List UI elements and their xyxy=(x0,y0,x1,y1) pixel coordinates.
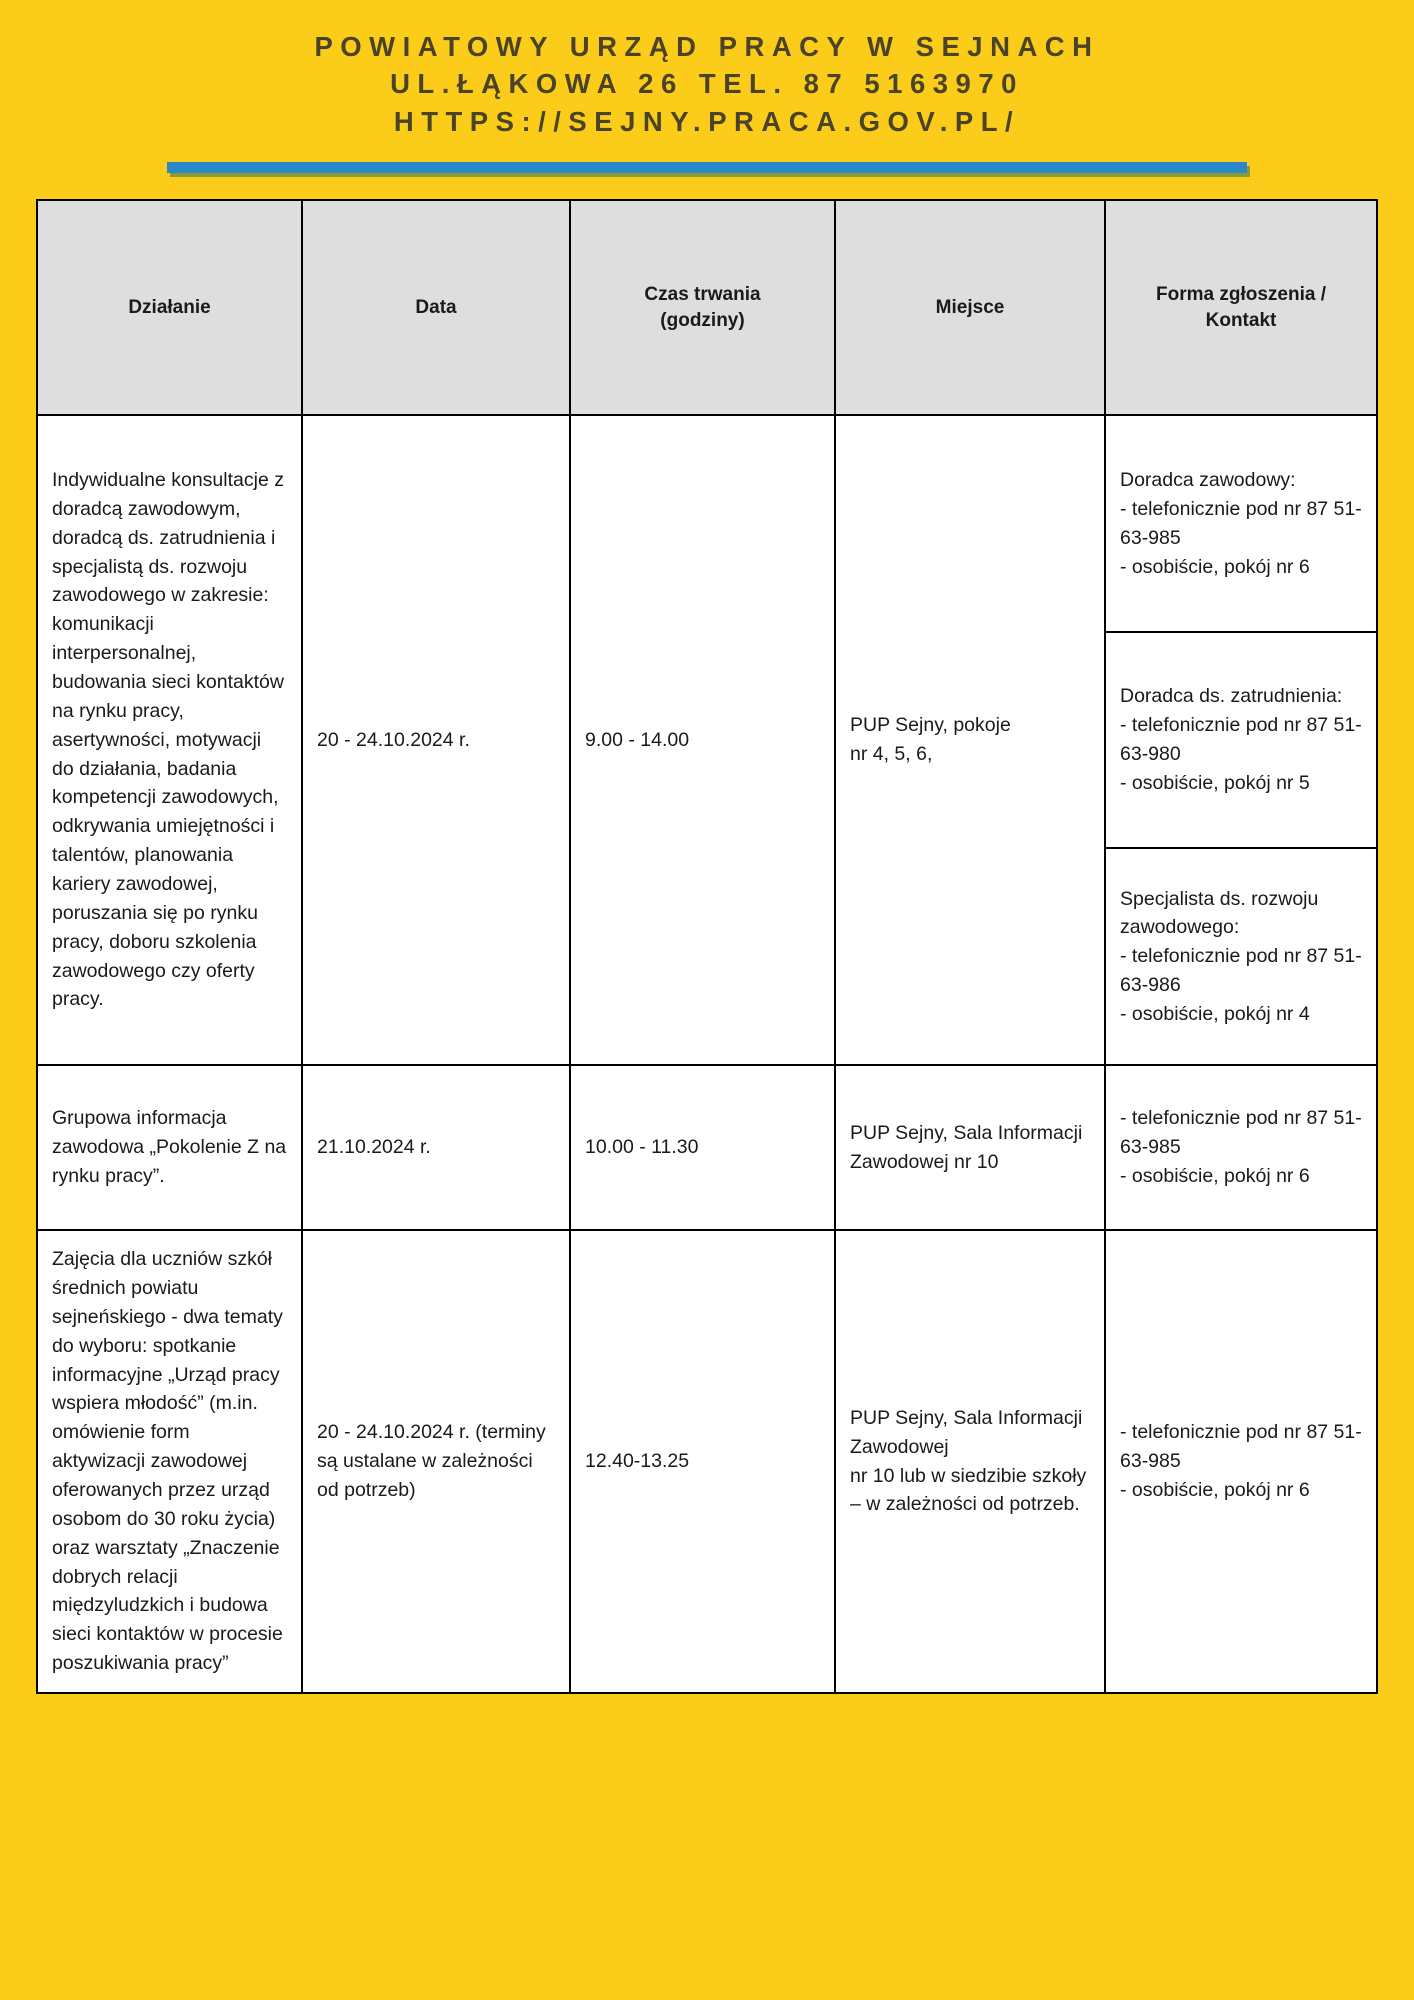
office-address-phone: UL.ŁĄKOWA 26 TEL. 87 5163970 xyxy=(390,68,1024,100)
cell-contact: Doradca zawodowy: - telefonicznie pod nr… xyxy=(1104,414,1378,1067)
cell-place-text: PUP Sejny, pokoje nr 4, 5, 6, xyxy=(850,714,1011,766)
table-row: Indywidualne konsultacje z doradcą zawod… xyxy=(36,414,1378,1067)
column-header-data: Data xyxy=(301,199,571,417)
table-body: Indywidualne konsultacje z doradcą zawod… xyxy=(36,414,1378,1695)
cell-contact: - telefonicznie pod nr 87 51-63-985 - os… xyxy=(1104,1229,1378,1695)
column-header-czas-trwania: Czas trwania (godziny) xyxy=(569,199,836,417)
cell-time-text: 10.00 - 11.30 xyxy=(585,1136,699,1159)
schedule-table: Działanie Data Czas trwania (godziny) Mi… xyxy=(36,199,1378,1695)
cell-action: Zajęcia dla uczniów szkół średnich powia… xyxy=(36,1229,303,1695)
cell-action: Grupowa informacja zawodowa „Pokolenie Z… xyxy=(36,1064,303,1232)
schedule-table-wrap: Działanie Data Czas trwania (godziny) Mi… xyxy=(36,199,1378,1695)
contact-doradca-zawodowy: Doradca zawodowy: - telefonicznie pod nr… xyxy=(1120,468,1362,578)
table-row: Grupowa informacja zawodowa „Pokolenie Z… xyxy=(36,1064,1378,1232)
contact-specjalista-rozwoju: Specjalista ds. rozwoju zawodowego: - te… xyxy=(1120,887,1362,1025)
contact-subrow: Specjalista ds. rozwoju zawodowego: - te… xyxy=(1106,848,1376,1064)
cell-time: 9.00 - 14.00 xyxy=(569,414,836,1067)
cell-date: 20 - 24.10.2024 r. (terminy są ustalane … xyxy=(301,1229,571,1695)
cell-place-text: PUP Sejny, Sala Informacji Zawodowej nr … xyxy=(850,1121,1083,1173)
contact-entry-text: - telefonicznie pod nr 87 51-63-985 - os… xyxy=(1120,1421,1362,1502)
contact-doradca-zatrudnienia: Doradca ds. zatrudnienia: - telefoniczni… xyxy=(1120,685,1362,795)
office-website: HTTPS://SEJNY.PRACA.GOV.PL/ xyxy=(393,105,1021,137)
contact-entry-text: - telefonicznie pod nr 87 51-63-985 - os… xyxy=(1120,1107,1362,1188)
cell-date: 21.10.2024 r. xyxy=(301,1064,571,1232)
cell-time-text: 9.00 - 14.00 xyxy=(585,728,690,751)
contact-subrow: Doradca zawodowy: - telefonicznie pod nr… xyxy=(1106,416,1376,634)
cell-place: PUP Sejny, pokoje nr 4, 5, 6, xyxy=(834,414,1106,1067)
table-header-row: Działanie Data Czas trwania (godziny) Mi… xyxy=(36,199,1378,417)
cell-date-text: 20 - 24.10.2024 r. (terminy są ustalane … xyxy=(317,1421,546,1502)
cell-time: 12.40-13.25 xyxy=(569,1229,836,1695)
contact-subrow: Doradca ds. zatrudnienia: - telefoniczni… xyxy=(1106,632,1376,850)
cell-place: PUP Sejny, Sala Informacji Zawodowej nr … xyxy=(834,1064,1106,1232)
column-header-miejsce: Miejsce xyxy=(834,199,1106,417)
cell-time-text: 12.40-13.25 xyxy=(585,1450,690,1473)
cell-action-text: Indywidualne konsultacje z doradcą zawod… xyxy=(52,469,284,1011)
contact-entry: Specjalista ds. rozwoju zawodowego: - te… xyxy=(1106,848,1376,1064)
poster-header: POWIATOWY URZĄD PRACY W SEJNACH UL.ŁĄKOW… xyxy=(0,0,1414,140)
contact-subtable: Doradca zawodowy: - telefonicznie pod nr… xyxy=(1106,416,1376,1064)
cell-action-text: Grupowa informacja zawodowa „Pokolenie Z… xyxy=(52,1107,287,1188)
cell-date-text: 21.10.2024 r. xyxy=(317,1136,431,1159)
divider-rule xyxy=(167,162,1247,174)
cell-action: Indywidualne konsultacje z doradcą zawod… xyxy=(36,414,303,1067)
contact-entry: Doradca zawodowy: - telefonicznie pod nr… xyxy=(1106,416,1376,634)
column-header-forma-zgloszenia: Forma zgłoszenia / Kontakt xyxy=(1104,199,1378,417)
cell-time: 10.00 - 11.30 xyxy=(569,1064,836,1232)
office-name: POWIATOWY URZĄD PRACY W SEJNACH xyxy=(314,31,1100,62)
cell-date: 20 - 24.10.2024 r. xyxy=(301,414,571,1067)
cell-place: PUP Sejny, Sala Informacji Zawodowej nr … xyxy=(834,1229,1106,1695)
cell-date-text: 20 - 24.10.2024 r. xyxy=(317,728,470,751)
cell-place-text: PUP Sejny, Sala Informacji Zawodowej nr … xyxy=(850,1406,1087,1516)
column-header-dzialanie: Działanie xyxy=(36,199,303,417)
contact-entry: Doradca ds. zatrudnienia: - telefoniczni… xyxy=(1106,632,1376,850)
cell-action-text: Zajęcia dla uczniów szkół średnich powia… xyxy=(52,1248,283,1675)
divider-rule-wrap xyxy=(0,162,1414,174)
cell-contact: - telefonicznie pod nr 87 51-63-985 - os… xyxy=(1104,1064,1378,1232)
table-header: Działanie Data Czas trwania (godziny) Mi… xyxy=(36,199,1378,417)
table-row: Zajęcia dla uczniów szkół średnich powia… xyxy=(36,1229,1378,1695)
